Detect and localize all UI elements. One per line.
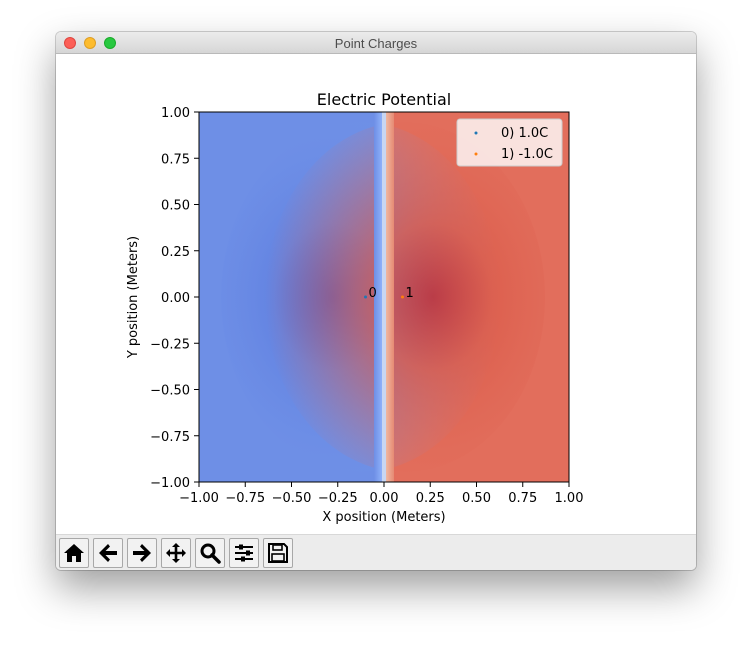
back-button[interactable] bbox=[93, 538, 123, 568]
x-tick-label: −0.50 bbox=[272, 491, 312, 506]
search-icon bbox=[199, 542, 221, 564]
neutral-line bbox=[382, 112, 386, 482]
neutral-band-right bbox=[386, 112, 394, 482]
legend-entry: 1) -1.0C bbox=[501, 147, 553, 162]
x-tick-label: −0.25 bbox=[318, 491, 358, 506]
x-tick-label: −0.75 bbox=[225, 491, 265, 506]
legend-entry: 0) 1.0C bbox=[501, 126, 548, 141]
y-tick-label: 0.50 bbox=[161, 199, 190, 214]
save-button[interactable] bbox=[263, 538, 293, 568]
x-tick-label: 0.75 bbox=[508, 491, 537, 506]
charge-point-1 bbox=[401, 296, 404, 299]
y-tick-label: 1.00 bbox=[161, 106, 190, 121]
legend[interactable]: 0) 1.0C 1) -1.0C bbox=[457, 119, 562, 166]
sliders-icon bbox=[233, 542, 255, 564]
configure-subplots-button[interactable] bbox=[229, 538, 259, 568]
legend-marker bbox=[475, 153, 478, 156]
y-tick-label: −0.50 bbox=[150, 384, 190, 399]
x-axis-label: X position (Meters) bbox=[322, 510, 445, 525]
home-button[interactable] bbox=[59, 538, 89, 568]
y-tick-label: 0.25 bbox=[161, 245, 190, 260]
legend-marker bbox=[475, 132, 478, 135]
potential-chart[interactable]: Electric Potential −1.00 −0.75 −0.50 −0.25 0… bbox=[56, 54, 696, 534]
floppy-disk-icon bbox=[267, 542, 289, 564]
arrow-right-icon bbox=[131, 542, 153, 564]
title-bar[interactable]: Point Charges bbox=[56, 32, 696, 54]
arrow-left-icon bbox=[97, 542, 119, 564]
y-tick-label: −0.75 bbox=[150, 430, 190, 445]
y-tick-label: 0.00 bbox=[161, 291, 190, 306]
figure-canvas[interactable]: Electric Potential −1.00 −0.75 −0.50 −0.25 0… bbox=[56, 54, 696, 534]
x-axis: −1.00 −0.75 −0.50 −0.25 0.00 0.25 0.50 0.75 1.00 bbox=[179, 482, 583, 506]
navigation-toolbar bbox=[56, 534, 696, 570]
y-axis-label: Y position (Meters) bbox=[126, 236, 141, 359]
x-tick-label: 0.00 bbox=[370, 491, 399, 506]
y-axis: 1.00 0.75 0.50 0.25 0.00 −0.25 −0.50 −0.75 −1.00 bbox=[150, 106, 199, 491]
x-tick-label: −1.00 bbox=[179, 491, 219, 506]
home-icon bbox=[63, 542, 85, 564]
window-title: Point Charges bbox=[56, 36, 696, 51]
charge-label-0: 0 bbox=[369, 286, 377, 301]
charge-label-1: 1 bbox=[406, 286, 414, 301]
zoom-button[interactable] bbox=[195, 538, 225, 568]
x-tick-label: 1.00 bbox=[555, 491, 584, 506]
x-tick-label: 0.25 bbox=[416, 491, 445, 506]
x-tick-label: 0.50 bbox=[462, 491, 491, 506]
potential-heatmap bbox=[199, 112, 569, 482]
charge-point-0 bbox=[364, 296, 367, 299]
chart-title: Electric Potential bbox=[317, 90, 451, 109]
app-window: Point Charges bbox=[56, 32, 696, 570]
y-tick-label: −1.00 bbox=[150, 476, 190, 491]
pan-button[interactable] bbox=[161, 538, 191, 568]
y-tick-label: 0.75 bbox=[161, 152, 190, 167]
y-tick-label: −0.25 bbox=[150, 337, 190, 352]
forward-button[interactable] bbox=[127, 538, 157, 568]
move-icon bbox=[165, 542, 187, 564]
